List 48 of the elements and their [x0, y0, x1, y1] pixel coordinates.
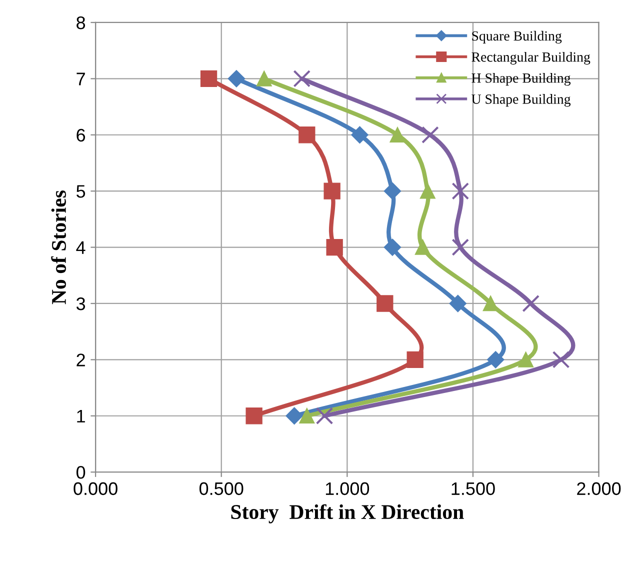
y-tick-label: 2	[76, 354, 85, 366]
point	[316, 407, 334, 425]
point	[286, 407, 303, 424]
point	[452, 182, 470, 200]
y-tick-label: 0	[76, 466, 86, 479]
legend-label: Square Building	[472, 30, 562, 44]
point	[552, 350, 570, 368]
y-tick-label: 1	[77, 410, 85, 422]
point	[384, 238, 402, 256]
x-tick-label: 2.000	[577, 482, 621, 496]
point	[449, 294, 466, 312]
y-tick-label: 7	[76, 72, 85, 86]
point	[246, 408, 262, 424]
y-axis-title: No of Stories	[51, 190, 66, 304]
y-tick-label: 3	[76, 297, 86, 310]
point	[422, 126, 439, 144]
point	[384, 182, 402, 200]
point	[293, 70, 311, 88]
point	[452, 238, 470, 256]
point	[415, 240, 430, 255]
point	[376, 295, 394, 312]
x-tick-label: 0.500	[199, 482, 244, 496]
legend-label: H Shape Building	[472, 73, 571, 86]
y-tick-label: 6	[76, 128, 86, 142]
x-tick-label: 0.000	[74, 482, 118, 496]
point	[298, 126, 316, 144]
x-tick-label: 1.500	[452, 482, 495, 496]
point	[200, 70, 218, 88]
legend-label: Rectangular Building	[472, 52, 590, 65]
point	[522, 294, 540, 312]
point	[228, 70, 246, 88]
y-tick-label: 8	[76, 16, 86, 30]
point	[518, 352, 534, 368]
point	[326, 238, 343, 256]
point	[256, 71, 272, 86]
x-tick-label: 1.000	[326, 482, 370, 496]
point	[299, 408, 315, 424]
y-tick-label: 5	[76, 185, 86, 198]
point	[390, 127, 406, 143]
point	[351, 126, 368, 144]
point	[324, 182, 340, 200]
point	[482, 296, 498, 312]
x-axis-title: Story Drift in X Direction	[231, 504, 464, 524]
legend-label: U Shape Building	[472, 94, 571, 107]
y-tick-label: 4	[76, 241, 86, 254]
point	[420, 183, 436, 199]
point	[487, 351, 504, 368]
point	[406, 351, 424, 368]
